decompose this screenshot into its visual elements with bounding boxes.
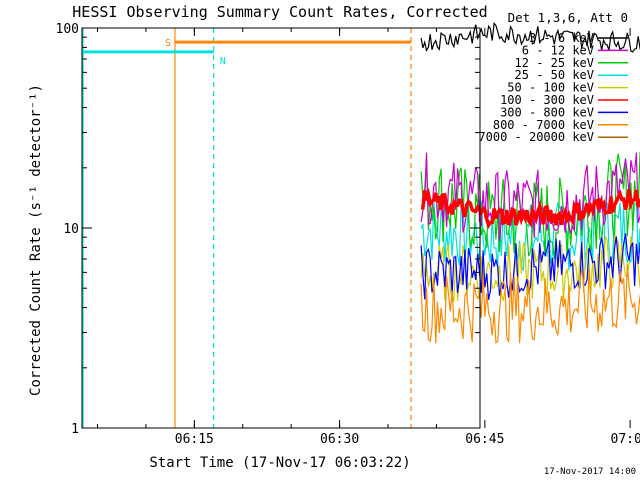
legend-label: 3 - 6 keV [529, 31, 594, 45]
saa-flag-label: S [165, 38, 171, 49]
plot-area [82, 28, 480, 428]
y-tick-label: 100 [56, 22, 79, 37]
y-tick-label: 10 [63, 222, 79, 237]
legend-label: 25 - 50 keV [515, 68, 594, 82]
series-line [420, 197, 640, 272]
footer-date: 17-Nov-2017 14:00 [544, 467, 636, 477]
y-tick-label: 1 [71, 422, 79, 437]
legend-label: 300 - 800 keV [500, 105, 594, 119]
series-line [420, 151, 640, 260]
legend-title: Det 1,3,6, Att 0 [508, 10, 628, 25]
x-tick-label: 06:30 [320, 432, 359, 447]
series-line [420, 152, 640, 242]
x-tick-label: 07:00 [611, 432, 640, 447]
series-line [421, 187, 640, 230]
series-line [420, 233, 640, 300]
x-axis-label: Start Time (17-Nov-17 06:03:22) [149, 455, 410, 471]
x-tick-label: 06:15 [175, 432, 214, 447]
night-flag-label: N [220, 56, 226, 67]
legend-label: 800 - 7000 keV [493, 118, 594, 132]
legend-label: 12 - 25 keV [515, 56, 594, 70]
chart-title: HESSI Observing Summary Count Rates, Cor… [72, 3, 487, 21]
legend-label: 6 - 12 keV [522, 43, 594, 57]
series-line [420, 22, 640, 53]
data-layer: SN [82, 22, 640, 428]
series-line [420, 263, 640, 344]
legend-label: 50 - 100 keV [507, 81, 594, 95]
y-axis-label: Corrected Count Rate (s⁻¹ detector⁻¹) [28, 84, 44, 396]
legend-label: 100 - 300 keV [500, 93, 594, 107]
x-tick-label: 06:45 [465, 432, 504, 447]
legend-label: 7000 - 20000 keV [478, 130, 594, 144]
